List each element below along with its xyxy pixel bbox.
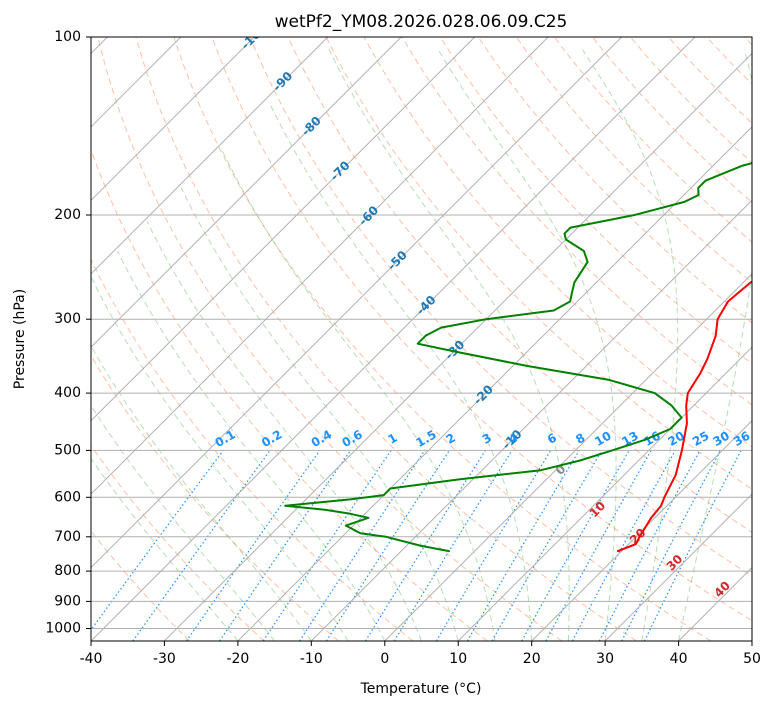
isotherm-gridline [91,37,622,569]
temperature-profile-line [616,280,752,553]
mixing-ratio-line [643,450,742,641]
y-tick-label: 400 [54,385,81,401]
dry-adiabat-line [325,37,752,490]
moist-adiabat-line [91,457,239,641]
dry-adiabat-line [630,37,752,164]
moist-adiabat-line [91,277,349,641]
isotherm-gridline [91,37,402,348]
dry-adiabat-line [363,37,752,448]
mixing-ratio-line [219,450,352,641]
isotherm-gridline [237,126,752,641]
isotherm-gridline [457,346,752,641]
isotherm-gridline [604,493,752,641]
dewpoint-profile-line [284,162,752,553]
dry-adiabat-line [401,37,752,406]
x-tick-label: -20 [226,651,249,667]
moist-adiabat-line [678,49,752,641]
moist-adiabat-line [437,49,617,641]
y-tick-label: 600 [54,489,81,505]
grid [91,37,752,641]
mixing-ratio-line [91,450,224,631]
y-tick-label: 800 [54,563,81,579]
x-tick-label: -40 [80,651,103,667]
dry-adiabat-line [211,37,752,622]
mixing-ratio-line [262,450,392,641]
plot-frame [90,36,753,642]
isotherm-gridline [91,37,329,275]
moist-adiabat-line [180,187,459,641]
mixing-ratio-line [521,450,630,641]
x-tick-label: 0 [380,651,389,667]
dry-adiabat-line [439,37,752,365]
axes: -40 -30 -20 -10 0 10 20 30 40 50 1000 900 800 700 600 5… [45,29,761,667]
isotherm-gridline [91,37,696,641]
mixing-ratio-line [393,450,513,641]
dry-adiabat-line [135,37,637,641]
background-lines [91,37,752,641]
dry-adiabat-line [91,444,265,641]
isotherm-gridline [91,37,476,422]
dry-adiabat-line [173,37,712,641]
moist-adiabat-line [269,104,533,641]
y-tick-label: 100 [54,29,81,45]
mixing-ratio-label: 36 [731,428,752,448]
isotherm-gridline [164,52,752,641]
moist-adiabat-line [581,49,679,641]
x-tick-label: 50 [743,651,761,667]
mixing-ratio-line [299,450,426,641]
isotherm-gridline [310,199,752,641]
mixing-ratio-line [186,450,321,641]
x-tick-label: 40 [670,651,688,667]
moist-adiabat-line [146,221,422,641]
mixing-ratio-line [325,450,450,641]
mixing-ratio-line [545,450,652,641]
x-axis-label: Temperature (°C) [360,681,482,697]
y-tick-label: 200 [54,207,81,223]
y-tick-label: 300 [54,311,81,327]
series [284,162,752,553]
y-tick-label: 1000 [45,621,81,637]
x-tick-label: -30 [153,651,176,667]
isotherm-gridline [531,419,752,641]
dry-adiabat-line [249,37,752,577]
y-tick-label: 900 [54,593,81,609]
y-tick-label: 500 [54,442,81,458]
x-tick-label: -10 [300,651,323,667]
dry-adiabat-line [91,258,414,641]
chart-title: wetPf2_YM08.2026.028.06.09.C25 [275,12,568,32]
mixing-ratio-line [571,450,676,641]
isotherm-gridline [91,37,255,202]
moist-adiabat-line [91,345,312,641]
isotherm-gridline [91,37,549,495]
x-tick-label: 10 [449,651,467,667]
moist-adiabat-line [117,250,386,641]
dry-adiabat-line [515,37,752,283]
x-tick-label: 30 [596,651,614,667]
x-tick-label: 20 [523,651,541,667]
moist-adiabat-line [328,49,570,641]
y-tick-label: 700 [54,529,81,545]
dry-adiabat-line [97,37,563,641]
y-axis-label: Pressure (hPa) [12,289,28,389]
moist-adiabat-line [91,404,276,641]
isotherm-gridline [384,273,752,641]
